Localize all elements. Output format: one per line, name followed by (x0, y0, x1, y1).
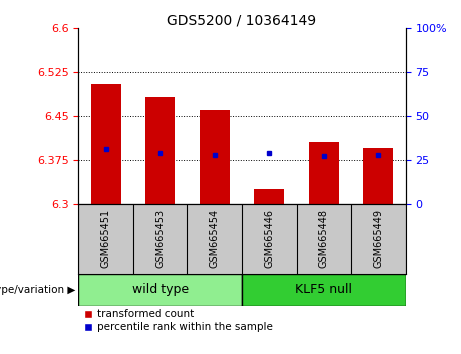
Text: wild type: wild type (132, 284, 189, 296)
Bar (242, 274, 406, 306)
Text: GSM665449: GSM665449 (373, 209, 384, 268)
Title: GDS5200 / 10364149: GDS5200 / 10364149 (167, 13, 317, 27)
Text: genotype/variation ▶: genotype/variation ▶ (0, 285, 76, 295)
Text: GSM665446: GSM665446 (264, 209, 274, 268)
Text: GSM665454: GSM665454 (210, 209, 220, 268)
Bar (91, 84, 121, 204)
Bar (254, 189, 284, 204)
Bar (363, 148, 393, 204)
Text: GSM665453: GSM665453 (155, 209, 165, 268)
Bar (309, 142, 339, 204)
Bar (200, 110, 230, 204)
Text: KLF5 null: KLF5 null (296, 284, 352, 296)
Bar (145, 97, 175, 204)
Legend: transformed count, percentile rank within the sample: transformed count, percentile rank withi… (83, 309, 273, 332)
Text: GSM665448: GSM665448 (319, 209, 329, 268)
Text: GSM665451: GSM665451 (100, 209, 111, 268)
Bar (78, 274, 242, 306)
